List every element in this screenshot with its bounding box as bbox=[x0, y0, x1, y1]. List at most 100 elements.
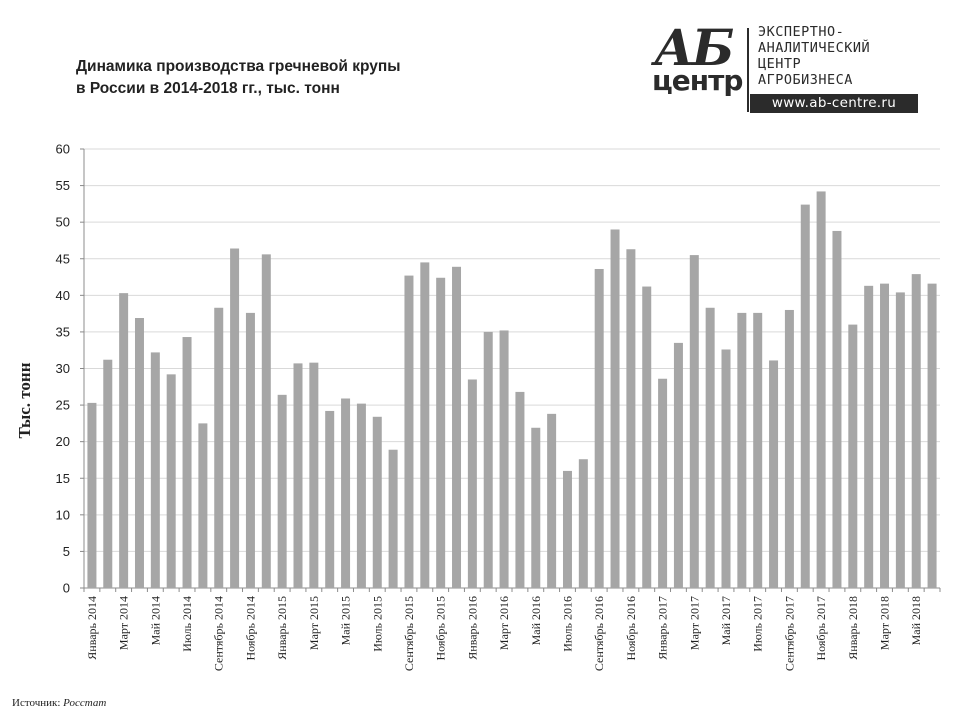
bar bbox=[562, 470, 572, 588]
x-tick-label: Январь 2014 bbox=[85, 596, 99, 660]
bar bbox=[230, 248, 240, 588]
x-tick-label: Июль 2015 bbox=[370, 596, 384, 652]
y-tick-label: 55 bbox=[56, 178, 70, 193]
chart-title-line1: Динамика производства гречневой крупы bbox=[76, 58, 401, 75]
y-tick-label: 30 bbox=[56, 361, 70, 376]
bar bbox=[800, 204, 810, 589]
chart-axes bbox=[83, 149, 941, 592]
bar bbox=[673, 342, 683, 588]
logo-text: ЭКСПЕРТНО- АНАЛИТИЧЕСКИЙ ЦЕНТР АГРОБИЗНЕ… bbox=[758, 24, 870, 88]
bar bbox=[610, 229, 620, 589]
logo-url: www.ab-centre.ru bbox=[750, 94, 918, 113]
y-axis-label: Тыс. тонн bbox=[15, 362, 34, 438]
bar bbox=[705, 307, 715, 588]
bar bbox=[198, 423, 208, 589]
bar bbox=[134, 318, 144, 588]
x-tick-label: Ноябрь 2017 bbox=[814, 596, 828, 661]
bar bbox=[103, 359, 113, 588]
bar bbox=[372, 416, 382, 588]
logo-text-line4: АГРОБИЗНЕСА bbox=[758, 72, 853, 88]
bar bbox=[880, 283, 890, 588]
x-tick-label: Март 2014 bbox=[117, 596, 131, 650]
x-tick-label: Январь 2016 bbox=[465, 596, 479, 660]
bar bbox=[293, 363, 303, 588]
x-tick-label: Ноябрь 2016 bbox=[624, 596, 638, 661]
x-tick-label: Март 2018 bbox=[878, 596, 892, 650]
y-tick-label: 35 bbox=[56, 324, 70, 339]
x-tick-label: Март 2015 bbox=[307, 596, 321, 650]
y-tick-label: 60 bbox=[56, 142, 70, 157]
bar bbox=[626, 249, 636, 589]
bar bbox=[277, 394, 287, 588]
bar bbox=[420, 262, 430, 588]
bar bbox=[769, 360, 779, 588]
bar bbox=[594, 268, 604, 588]
x-tick-label: Ноябрь 2014 bbox=[243, 596, 257, 661]
y-tick-label: 0 bbox=[63, 581, 70, 596]
bar bbox=[436, 277, 446, 588]
bar bbox=[119, 293, 129, 588]
logo-text-line2: АНАЛИТИЧЕСКИЙ bbox=[758, 40, 871, 56]
bar bbox=[404, 275, 414, 588]
x-tick-label: Сентябрь 2017 bbox=[782, 596, 796, 671]
x-tick-label: Май 2015 bbox=[339, 596, 353, 645]
bar bbox=[452, 266, 462, 588]
bar bbox=[356, 403, 366, 588]
bar bbox=[467, 379, 477, 588]
y-tick-labels: 0 5 10 15 20 25 30 35 40 45 50 55 60 bbox=[56, 142, 70, 596]
logo-mark: АБ центр bbox=[650, 18, 746, 104]
x-tick-label: Март 2016 bbox=[497, 596, 511, 650]
bar bbox=[87, 402, 97, 588]
bar bbox=[547, 413, 557, 588]
x-tick-label: Июль 2017 bbox=[751, 596, 765, 652]
bar bbox=[150, 352, 160, 588]
ab-centre-logo: АБ центр ЭКСПЕРТНО- АНАЛИТИЧЕСКИЙ ЦЕНТР … bbox=[650, 18, 930, 116]
y-tick-label: 40 bbox=[56, 288, 70, 303]
x-tick-label: Июль 2014 bbox=[180, 596, 194, 652]
source-label: Источник: bbox=[12, 697, 61, 709]
x-tick-label: Январь 2018 bbox=[846, 596, 860, 660]
y-tick-label: 45 bbox=[56, 251, 70, 266]
x-tick-labels: Январь 2014 Март 2014 Май 2014 Июль 2014 Сен… bbox=[85, 596, 923, 671]
bar bbox=[214, 307, 224, 588]
bar bbox=[578, 459, 588, 588]
source-name: Росстат bbox=[63, 697, 107, 709]
bar bbox=[325, 410, 335, 588]
bar bbox=[642, 286, 652, 588]
chart-title-line2: в России в 2014-2018 гг., тыс. тонн bbox=[76, 80, 340, 97]
x-tick-label: Январь 2017 bbox=[656, 596, 670, 660]
x-tick-label: Ноябрь 2015 bbox=[434, 596, 448, 661]
bar bbox=[388, 449, 398, 588]
x-tick-label: Сентябрь 2016 bbox=[592, 596, 606, 671]
y-tick-label: 50 bbox=[56, 215, 70, 230]
bar bbox=[341, 398, 351, 588]
bar bbox=[515, 391, 525, 588]
logo-text-line3: ЦЕНТР bbox=[758, 56, 802, 72]
x-tick-label: Май 2014 bbox=[148, 596, 162, 645]
bar bbox=[182, 337, 192, 588]
bar bbox=[658, 378, 668, 588]
bar bbox=[753, 312, 763, 588]
logo-mark-centr: центр bbox=[652, 64, 743, 97]
logo-mark-ab: АБ bbox=[654, 18, 734, 77]
bar bbox=[737, 312, 747, 588]
x-tick-label: Январь 2015 bbox=[275, 596, 289, 660]
chart-title: Динамика производства гречневой крупы в … bbox=[76, 56, 400, 100]
y-tick-label: 15 bbox=[56, 471, 70, 486]
bar bbox=[784, 309, 794, 588]
bar bbox=[531, 427, 541, 588]
bar bbox=[895, 292, 905, 588]
chart-bars bbox=[87, 191, 937, 589]
x-tick-label: Май 2017 bbox=[719, 596, 733, 645]
logo-separator bbox=[747, 28, 749, 112]
bar bbox=[689, 255, 699, 588]
x-tick-label: Сентябрь 2015 bbox=[402, 596, 416, 671]
x-tick-label: Март 2017 bbox=[687, 596, 701, 650]
bar bbox=[832, 230, 842, 588]
source-note: Источник: Росстат bbox=[12, 697, 106, 709]
y-tick-label: 25 bbox=[56, 398, 70, 413]
bar bbox=[166, 374, 176, 588]
bar bbox=[309, 362, 319, 588]
x-tick-label: Май 2016 bbox=[529, 596, 543, 645]
y-tick-label: 10 bbox=[56, 507, 70, 522]
